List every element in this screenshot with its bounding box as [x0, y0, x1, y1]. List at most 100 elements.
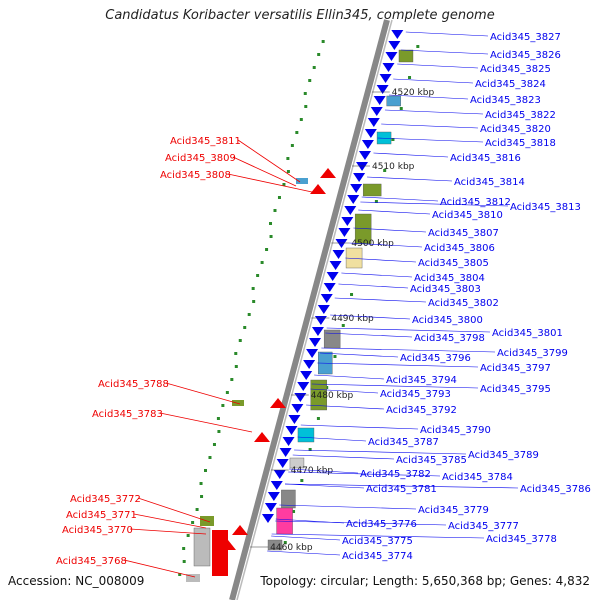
forward-gene-arrow — [356, 162, 369, 171]
gc-dot — [416, 45, 420, 48]
forward-gene-arrow — [282, 437, 295, 446]
gc-dot — [212, 443, 216, 446]
right-gene-label: Acid345_3785 — [396, 455, 467, 466]
right-gene-label: Acid345_3796 — [400, 353, 471, 364]
left-label-leader — [159, 412, 253, 433]
right-gene-label: Acid345_3797 — [480, 363, 551, 374]
forward-gene-arrow — [347, 195, 360, 204]
forward-gene-arrow — [309, 338, 322, 347]
forward-gene-arrow — [264, 503, 277, 512]
right-gene-label: Acid345_3786 — [520, 484, 591, 495]
forward-gene-arrow — [364, 129, 377, 138]
right-label-leader — [349, 242, 423, 248]
left-label-leader — [237, 139, 301, 183]
right-gene-label: Acid345_3813 — [510, 202, 581, 213]
right-gene-label: Acid345_3790 — [420, 425, 491, 436]
right-gene-label: Acid345_3826 — [490, 50, 561, 61]
forward-gene-arrow — [317, 305, 330, 314]
right-gene-label: Acid345_3795 — [480, 384, 551, 395]
forward-gene-arrow — [267, 492, 280, 501]
right-gene-label: Acid345_3802 — [428, 298, 499, 309]
forward-gene-arrow — [297, 382, 310, 391]
right-label-leader — [279, 504, 417, 510]
right-label-leader — [294, 449, 467, 455]
right-gene-label: Acid345_3804 — [414, 273, 485, 284]
right-gene-label: Acid345_3818 — [485, 138, 556, 149]
right-label-leader — [384, 109, 484, 115]
gc-dot — [195, 508, 199, 511]
right-gene-label: Acid345_3822 — [485, 110, 556, 121]
right-label-leader — [388, 94, 469, 100]
scale-tick-label: 4470 kbp — [291, 466, 334, 476]
forward-gene-arrow — [385, 52, 398, 61]
right-label-leader — [306, 404, 385, 410]
right-label-leader — [325, 332, 413, 338]
right-gene-label: Acid345_3784 — [442, 472, 513, 483]
gene-block — [186, 574, 200, 582]
gc-dot — [247, 313, 251, 316]
right-label-leader — [361, 196, 439, 202]
right-gene-label: Acid345_3781 — [366, 484, 437, 495]
forward-gene-arrow — [326, 272, 339, 281]
gc-dot — [308, 448, 312, 451]
right-label-leader — [405, 31, 489, 37]
gc-dot — [260, 261, 264, 264]
scale-tick-label: 4510 kbp — [372, 162, 415, 172]
right-label-leader — [373, 152, 449, 158]
gc-dot — [308, 79, 312, 82]
left-label-leader — [227, 173, 313, 193]
right-gene-label: Acid345_3803 — [410, 284, 481, 295]
gene-block — [296, 178, 308, 184]
left-gene-label: Acid345_3768 — [56, 556, 127, 567]
gc-dot — [252, 300, 256, 303]
reverse-gene-arrow — [232, 525, 248, 535]
right-gene-label: Acid345_3775 — [342, 536, 413, 547]
gc-dot — [178, 573, 182, 576]
gene-block — [310, 379, 327, 411]
right-label-leader — [317, 362, 479, 368]
reverse-gene-arrow — [310, 184, 326, 194]
right-label-leader — [292, 454, 395, 460]
right-gene-label: Acid345_3787 — [368, 437, 439, 448]
gc-dot — [251, 287, 255, 290]
gc-dot — [292, 510, 296, 513]
gc-dot — [182, 560, 186, 563]
right-gene-label: Acid345_3789 — [468, 450, 539, 461]
right-label-leader — [284, 483, 365, 489]
left-label-leader — [165, 382, 241, 405]
right-gene-label: Acid345_3820 — [480, 124, 551, 135]
gc-dot — [316, 417, 320, 420]
right-label-leader — [400, 49, 489, 55]
right-label-leader — [377, 137, 484, 143]
forward-gene-arrow — [370, 107, 383, 116]
forward-gene-arrow — [338, 228, 351, 237]
gc-dot — [269, 222, 273, 225]
left-label-leader — [137, 497, 211, 523]
right-gene-label: Acid345_3823 — [470, 95, 541, 106]
gc-dot — [182, 547, 186, 550]
right-gene-label: Acid345_3806 — [424, 243, 495, 254]
gc-dot — [221, 404, 225, 407]
right-label-leader — [297, 436, 367, 442]
right-label-leader — [314, 374, 385, 380]
right-label-leader — [321, 347, 496, 353]
forward-gene-arrow — [285, 426, 298, 435]
right-label-leader — [271, 533, 485, 539]
gc-dot — [312, 66, 316, 69]
right-gene-label: Acid345_3779 — [418, 505, 489, 516]
gc-dot — [238, 339, 242, 342]
gc-dot — [300, 479, 304, 482]
gene-block — [386, 95, 401, 107]
right-gene-label: Acid345_3774 — [342, 551, 413, 562]
gc-dot — [200, 495, 204, 498]
gc-dot — [234, 365, 238, 368]
gc-dot — [199, 482, 203, 485]
gc-dot — [243, 326, 247, 329]
forward-gene-arrow — [373, 96, 386, 105]
left-gene-label: Acid345_3772 — [70, 494, 141, 505]
reverse-gene-arrow — [270, 398, 286, 408]
right-gene-label: Acid345_3801 — [492, 328, 563, 339]
gene-block — [193, 527, 211, 567]
forward-gene-arrow — [388, 41, 401, 50]
